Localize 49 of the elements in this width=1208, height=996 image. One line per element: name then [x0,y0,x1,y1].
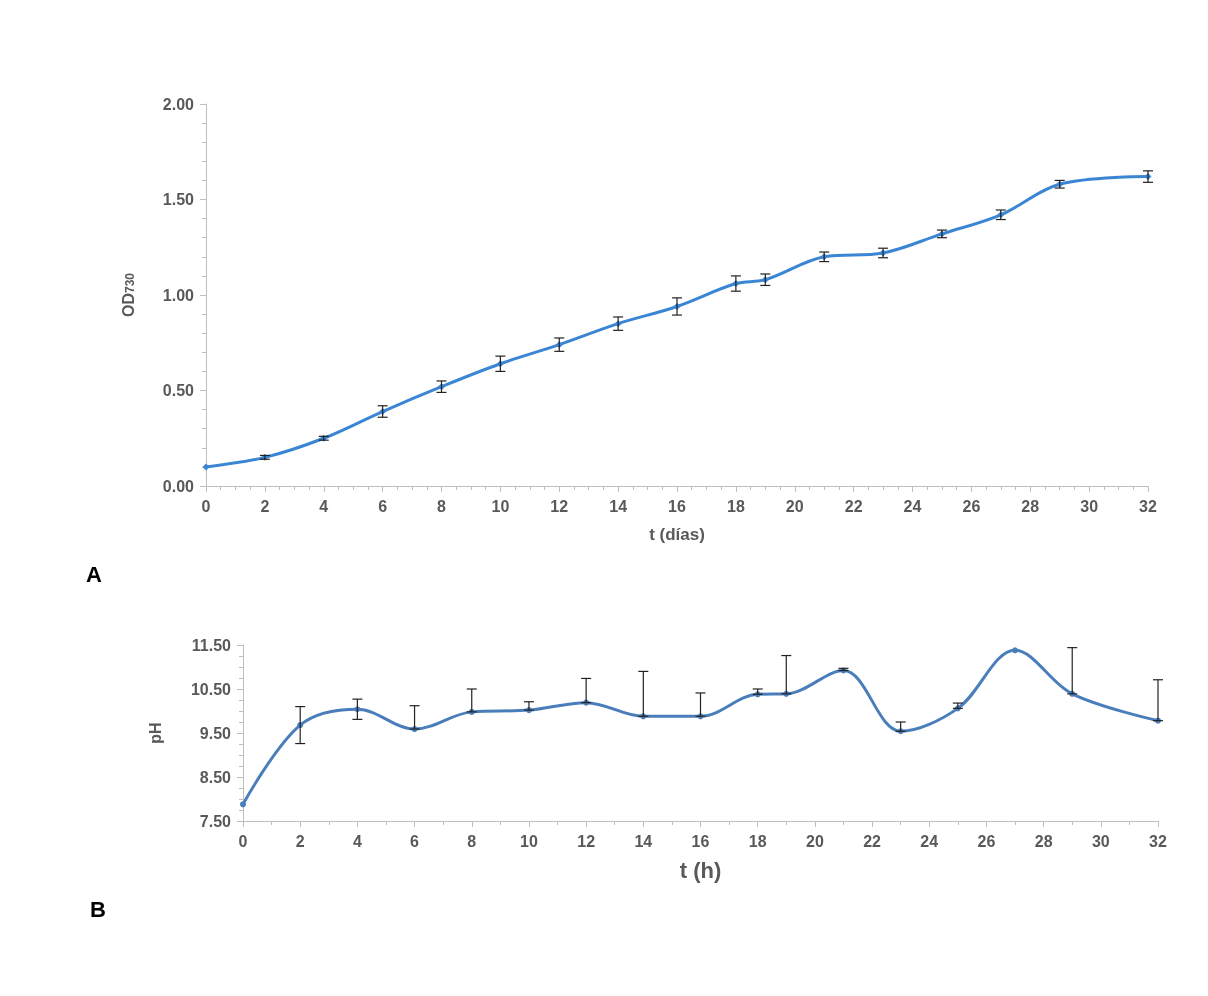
x-axis-title: t (h) [679,857,722,883]
y-axis-title: pH [146,722,164,744]
x-tick-label: 16 [691,832,710,850]
y-tick-label: 11.50 [191,636,232,654]
x-tick-label: 14 [634,832,653,850]
x-tick-label: 30 [1080,497,1099,515]
x-tick-label: 14 [609,497,628,515]
x-tick-label: 10 [520,832,538,850]
y-tick-label: 10.50 [190,680,232,698]
x-tick-label: 0 [238,832,248,850]
y-tick-label: 1.00 [162,286,195,304]
x-tick-label: 18 [748,832,767,850]
x-tick-label: 16 [668,497,686,515]
y-tick-label: 8.50 [199,768,232,786]
x-tick-label: 30 [1091,832,1110,850]
x-tick-label: 8 [437,497,447,515]
x-tick-label: 4 [352,832,362,850]
x-tick-label: 26 [977,832,996,850]
x-tick-label: 18 [726,497,745,515]
x-tick-label: 20 [785,497,804,515]
y-tick-label: 2.00 [162,95,195,113]
x-tick-label: 10 [491,497,510,515]
x-tick-label: 22 [844,497,863,515]
y-tick-label: 9.50 [199,724,232,742]
y-tick-label: 0.50 [162,382,195,399]
x-tick-label: 24 [920,832,939,850]
y-tick-label: 0.00 [162,477,195,495]
x-tick-label: 22 [863,832,882,850]
x-tick-label: 6 [410,832,420,850]
x-tick-label: 4 [319,497,329,515]
x-tick-label: 2 [260,497,270,515]
x-tick-label: 32 [1149,832,1167,850]
x-tick-label: 6 [378,497,388,515]
x-tick-label: 12 [577,832,596,850]
x-tick-label: 8 [467,832,477,850]
y-tick-label: 7.50 [199,812,232,830]
x-tick-label: 0 [201,497,211,515]
x-tick-label: 26 [962,497,981,515]
x-tick-label: 12 [550,497,569,515]
x-tick-label: 2 [295,832,305,850]
x-tick-label: 28 [1021,497,1040,515]
x-tick-label: 28 [1034,832,1053,850]
x-tick-label: 32 [1139,497,1157,515]
y-tick-label: 1.50 [162,191,195,208]
x-tick-label: 24 [903,497,922,515]
text: B [90,896,106,922]
text: A [86,561,102,587]
x-axis-title: t (días) [649,525,705,544]
x-tick-label: 20 [805,832,824,850]
